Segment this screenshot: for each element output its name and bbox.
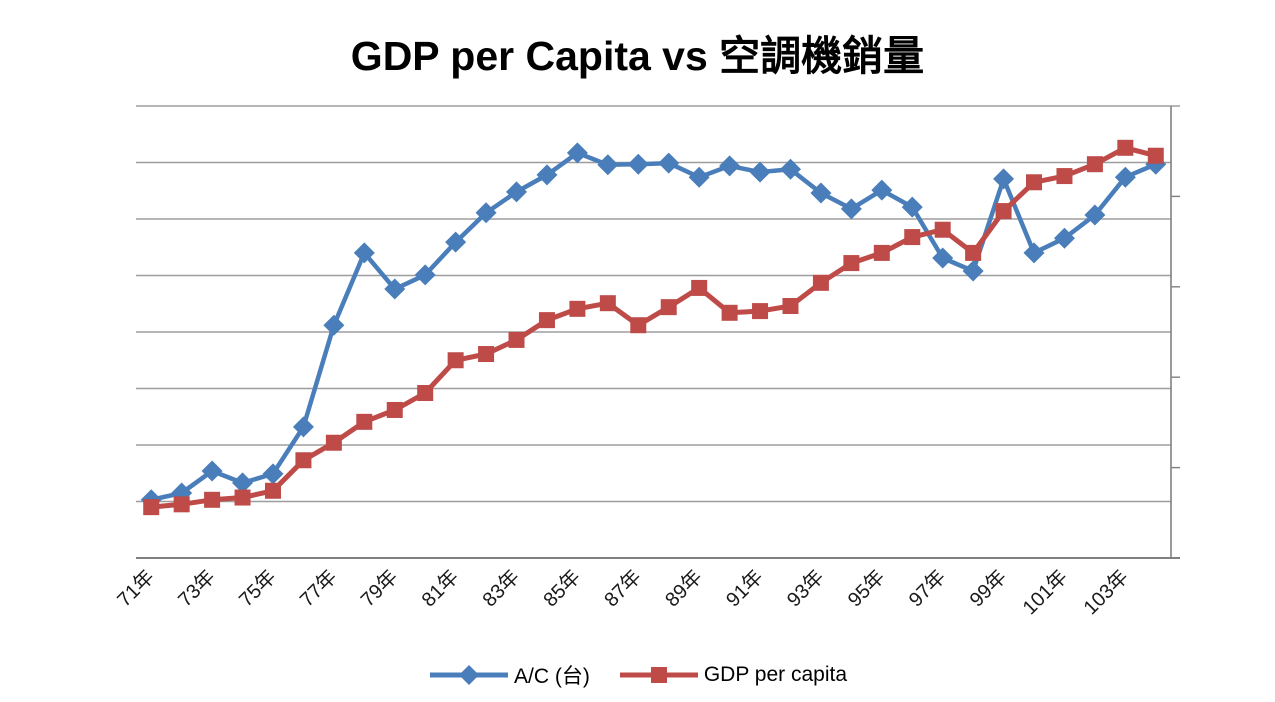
x-tick-label: 81年 (417, 565, 463, 611)
x-tick-label: 83年 (478, 565, 524, 611)
data-point-diamond (962, 260, 984, 282)
data-point-diamond (323, 314, 345, 336)
data-point-square (660, 299, 677, 316)
data-point-square (538, 312, 555, 329)
x-tick-label: 71年 (113, 565, 159, 611)
data-point-square (873, 244, 890, 261)
data-point-diamond (1084, 204, 1106, 226)
data-point-square (478, 346, 495, 363)
data-point-square (1147, 147, 1164, 164)
data-point-diamond (384, 278, 406, 300)
data-point-diamond (414, 264, 436, 286)
legend-item-ac: A/C (台) (428, 660, 590, 690)
data-point-square (569, 300, 586, 317)
data-point-diamond (475, 202, 497, 224)
data-point-diamond (719, 155, 741, 177)
data-point-diamond (353, 242, 375, 264)
chart-title: GDP per Capita vs 空調機銷量 (350, 33, 925, 79)
data-point-square (417, 385, 434, 402)
x-tick-label: 95年 (843, 565, 889, 611)
data-point-diamond (1053, 227, 1075, 249)
square-marker-icon (619, 667, 698, 683)
data-point-square (204, 491, 221, 508)
data-point-square (812, 274, 829, 291)
data-point-diamond (232, 472, 254, 494)
data-point-square (691, 279, 708, 296)
data-point-diamond (688, 166, 710, 188)
data-point-diamond (292, 416, 314, 438)
data-point-square (173, 496, 190, 513)
data-point-diamond (932, 247, 954, 269)
data-point-square (234, 489, 251, 506)
data-point-square (782, 298, 799, 315)
data-point-square (356, 413, 373, 430)
legend-label-gdp: GDP per capita (703, 663, 847, 686)
series-line-ac (148, 150, 1159, 503)
data-point-diamond (627, 153, 649, 175)
data-point-diamond (1114, 166, 1136, 188)
data-point-square (630, 317, 647, 334)
data-point-square (1117, 139, 1134, 156)
data-point-square (143, 499, 160, 516)
data-point-square (934, 221, 951, 238)
data-point-square (904, 229, 921, 246)
data-point-diamond (1023, 242, 1045, 264)
data-point-diamond (506, 181, 528, 203)
data-point-square (599, 295, 616, 312)
legend-item-gdp: GDP per capita (618, 663, 847, 687)
data-point-diamond (597, 154, 619, 176)
x-tick-label: 99年 (965, 565, 1011, 611)
data-point-diamond (658, 152, 680, 174)
data-point-diamond (779, 158, 801, 180)
data-point-square (264, 482, 281, 499)
data-point-square (325, 434, 342, 451)
data-point-diamond (536, 164, 558, 186)
data-point-diamond (262, 463, 284, 485)
data-point-square (752, 303, 769, 320)
x-tick-label: 97年 (904, 565, 950, 611)
x-tick-label: 87年 (600, 565, 646, 611)
data-point-diamond (445, 231, 467, 253)
data-point-diamond (749, 161, 771, 183)
data-point-diamond (810, 182, 832, 204)
data-point-square (447, 352, 464, 369)
x-tick-label: 101年 (1018, 565, 1072, 619)
x-tick-label: 73年 (173, 565, 219, 611)
x-tick-label: 89年 (661, 565, 707, 611)
x-tick-label: 91年 (721, 565, 767, 611)
data-point-diamond (871, 179, 893, 201)
data-point-diamond (840, 198, 862, 220)
x-tick-label: 85年 (539, 565, 585, 611)
legend-label-ac: A/C (台) (513, 665, 590, 688)
data-point-square (295, 452, 312, 469)
data-point-diamond (566, 142, 588, 164)
series-line-gdp (148, 145, 1159, 510)
data-point-square (508, 331, 525, 348)
data-point-diamond (901, 196, 923, 218)
data-point-square (1026, 174, 1043, 191)
x-tick-label: 103年 (1079, 565, 1133, 619)
x-tick-label: 79年 (356, 565, 402, 611)
diamond-marker-icon (429, 665, 508, 685)
data-point-diamond (993, 168, 1015, 190)
plot-area: 71年 73年 75年 77年 79年 81年 83年 85年 87年 89年 91年 93年 95年 9… (113, 105, 1180, 619)
data-point-square (1086, 156, 1103, 173)
data-point-square (995, 203, 1012, 220)
x-tick-label: 93年 (782, 565, 828, 611)
data-point-square (721, 304, 738, 321)
data-point-square (386, 401, 403, 418)
data-point-square (965, 244, 982, 261)
data-point-square (1056, 168, 1073, 185)
data-point-diamond (201, 460, 223, 482)
x-tick-label: 77年 (295, 565, 341, 611)
data-point-square (843, 255, 860, 272)
legend: A/C (台) GDP per capita (0, 660, 1275, 690)
x-tick-label: 75年 (234, 565, 280, 611)
